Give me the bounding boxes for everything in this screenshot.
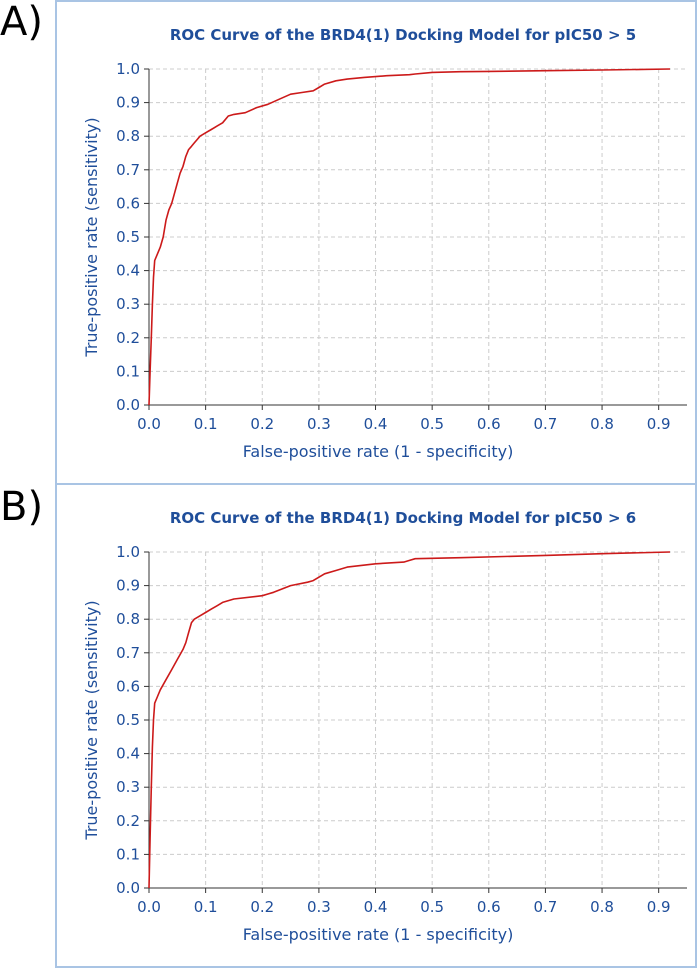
y-tick-label: 0.6: [116, 677, 140, 695]
y-tick-label: 0.6: [116, 194, 140, 212]
y-tick-label: 0.7: [116, 644, 140, 662]
panel-b-letter: B): [0, 484, 44, 530]
x-axis-label: False-positive rate (1 - specificity): [243, 442, 514, 461]
y-tick-label: 0.8: [116, 610, 140, 628]
x-tick-label: 0.6: [477, 898, 501, 916]
x-tick-label: 0.8: [590, 415, 614, 433]
roc-curve-line: [148, 68, 671, 406]
y-tick-label: 1.0: [116, 60, 140, 78]
y-tick-label: 0.3: [116, 295, 140, 313]
y-tick-label: 0.9: [116, 94, 140, 112]
x-tick-label: 0.0: [137, 898, 161, 916]
x-tick-label: 0.6: [477, 415, 501, 433]
panel-b-frame: ROC Curve of the BRD4(1) Docking Model f…: [55, 483, 697, 968]
y-tick-label: 0.2: [116, 812, 140, 830]
y-tick-label: 0.7: [116, 161, 140, 179]
y-tick-label: 1.0: [116, 543, 140, 561]
roc-chart-b: ROC Curve of the BRD4(1) Docking Model f…: [82, 509, 687, 944]
x-tick-label: 0.8: [590, 898, 614, 916]
panel-a-frame: ROC Curve of the BRD4(1) Docking Model f…: [55, 0, 697, 485]
x-tick-label: 0.7: [533, 898, 557, 916]
x-tick-label: 0.1: [194, 898, 218, 916]
y-tick-label: 0.2: [116, 329, 140, 347]
y-tick-label: 0.9: [116, 577, 140, 595]
y-tick-label: 0.5: [116, 711, 140, 729]
roc-chart-a: ROC Curve of the BRD4(1) Docking Model f…: [82, 26, 687, 461]
y-tick-label: 0.0: [116, 396, 140, 414]
y-tick-label: 0.4: [116, 745, 140, 763]
chart-title: ROC Curve of the BRD4(1) Docking Model f…: [170, 26, 636, 44]
x-tick-label: 0.3: [307, 898, 331, 916]
chart-title: ROC Curve of the BRD4(1) Docking Model f…: [170, 509, 636, 527]
x-tick-label: 0.4: [364, 898, 388, 916]
y-tick-label: 0.4: [116, 262, 140, 280]
x-tick-label: 0.9: [647, 898, 671, 916]
y-tick-label: 0.1: [116, 362, 140, 380]
x-tick-label: 0.2: [250, 415, 274, 433]
y-tick-label: 0.3: [116, 778, 140, 796]
y-tick-label: 0.0: [116, 879, 140, 897]
x-tick-label: 0.1: [194, 415, 218, 433]
y-tick-label: 0.5: [116, 228, 140, 246]
y-tick-label: 0.8: [116, 127, 140, 145]
panel-a-letter: A): [0, 0, 43, 45]
roc-curve-line: [148, 551, 671, 889]
x-axis-label: False-positive rate (1 - specificity): [243, 925, 514, 944]
x-tick-label: 0.5: [420, 898, 444, 916]
y-axis-label: True-positive rate (sensitivity): [82, 600, 101, 840]
x-tick-label: 0.5: [420, 415, 444, 433]
x-tick-label: 0.3: [307, 415, 331, 433]
x-tick-label: 0.9: [647, 415, 671, 433]
y-tick-label: 0.1: [116, 845, 140, 863]
x-tick-label: 0.7: [533, 415, 557, 433]
x-tick-label: 0.2: [250, 898, 274, 916]
x-tick-label: 0.4: [364, 415, 388, 433]
x-tick-label: 0.0: [137, 415, 161, 433]
y-axis-label: True-positive rate (sensitivity): [82, 117, 101, 357]
